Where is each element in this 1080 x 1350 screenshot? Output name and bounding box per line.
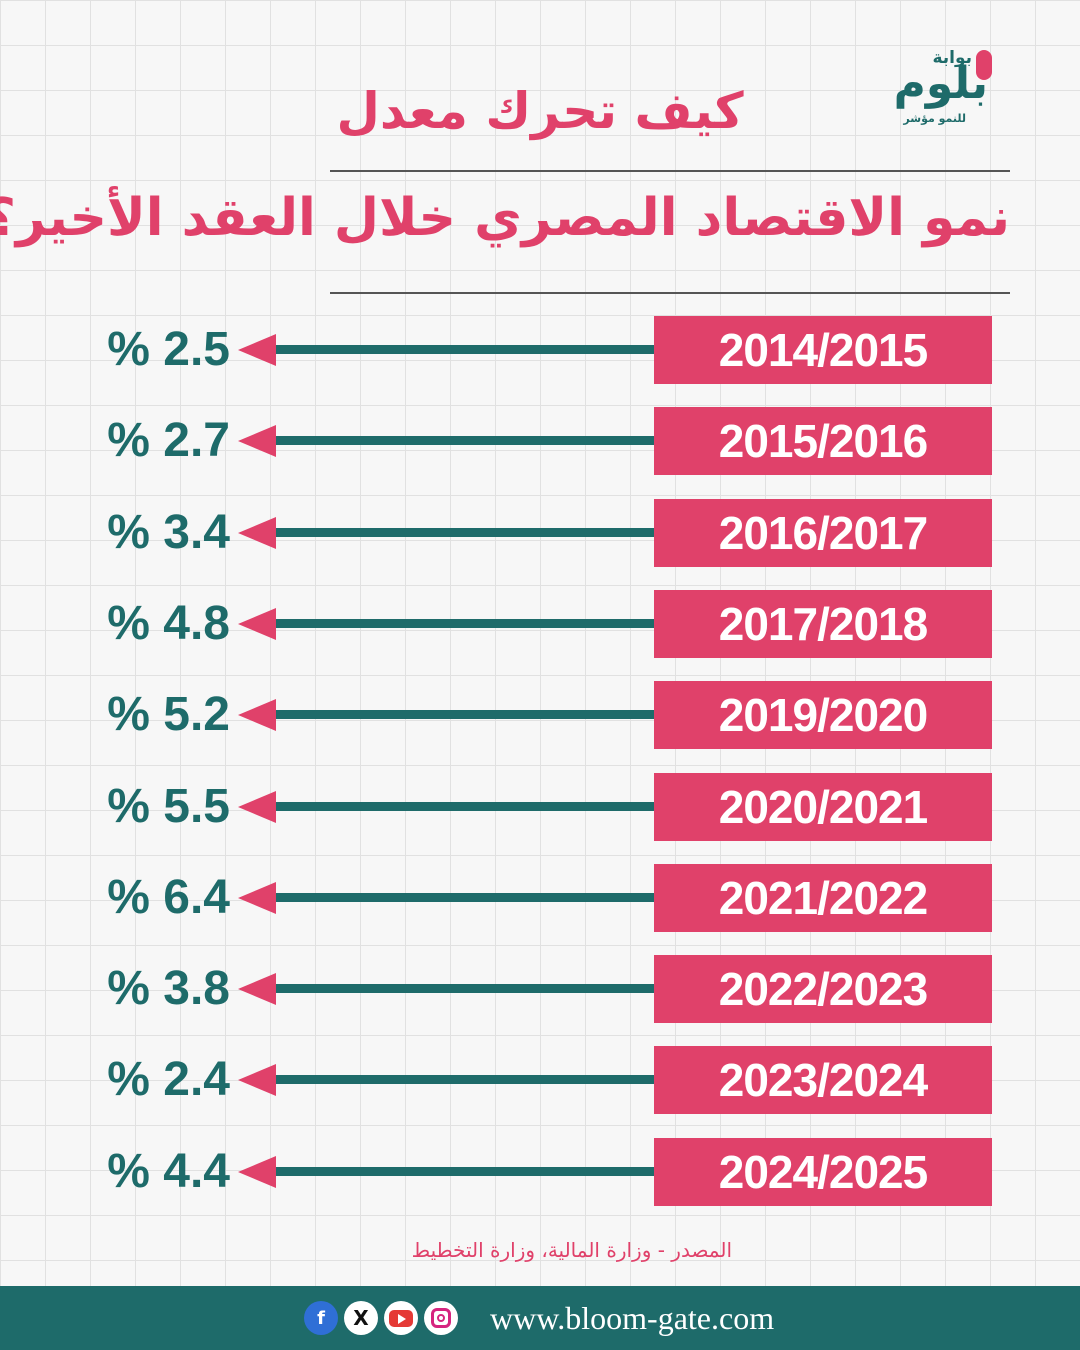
microphone-icon: [976, 50, 992, 80]
arrow-head-icon: [238, 1156, 276, 1188]
growth-rate-value: % 4.8: [107, 597, 230, 650]
logo-top-text: بوابة: [932, 48, 972, 68]
growth-row: 2014/2015 % 2.5: [0, 316, 1080, 384]
growth-row: 2021/2022 % 6.4: [0, 864, 1080, 932]
growth-rate-value: % 5.2: [107, 688, 230, 741]
growth-row: 2019/2020 % 5.2: [0, 681, 1080, 749]
arrow-shaft: [268, 802, 658, 811]
instagram-icon[interactable]: [424, 1301, 458, 1335]
growth-rate-value: % 5.5: [107, 780, 230, 833]
title-divider-bottom: [330, 292, 1010, 294]
fiscal-year-label: 2017/2018: [654, 590, 992, 658]
arrow-shaft: [268, 619, 658, 628]
arrow-head-icon: [238, 791, 276, 823]
arrow-head-icon: [238, 1064, 276, 1096]
growth-row: 2017/2018 % 4.8: [0, 590, 1080, 658]
arrow-shaft: [268, 1167, 658, 1176]
growth-rate-value: % 2.4: [107, 1053, 230, 1106]
fiscal-year-label: 2020/2021: [654, 773, 992, 841]
arrow-head-icon: [238, 608, 276, 640]
fiscal-year-label: 2014/2015: [654, 316, 992, 384]
arrow-head-icon: [238, 882, 276, 914]
logo-main-text: بلوم: [893, 58, 988, 109]
title-line-1: كيف تحرك معدل: [336, 82, 744, 140]
title-divider-top: [330, 170, 1010, 172]
arrow-head-icon: [238, 699, 276, 731]
arrow-shaft: [268, 436, 658, 445]
growth-rate-value: % 3.4: [107, 506, 230, 559]
facebook-icon[interactable]: f: [304, 1301, 338, 1335]
youtube-icon[interactable]: [384, 1301, 418, 1335]
growth-row: 2024/2025 % 4.4: [0, 1138, 1080, 1206]
arrow-shaft: [268, 528, 658, 537]
arrow-shaft: [268, 1075, 658, 1084]
arrow-head-icon: [238, 425, 276, 457]
x-icon[interactable]: X: [344, 1301, 378, 1335]
footer-bar: f X www.bloom-gate.com: [0, 1286, 1080, 1350]
growth-row: 2020/2021 % 5.5: [0, 773, 1080, 841]
growth-row: 2022/2023 % 3.8: [0, 955, 1080, 1023]
brand-logo: بوابة بلوم للنمو مؤشر: [862, 48, 992, 133]
fiscal-year-label: 2022/2023: [654, 955, 992, 1023]
arrow-head-icon: [238, 334, 276, 366]
fiscal-year-label: 2016/2017: [654, 499, 992, 567]
arrow-shaft: [268, 345, 658, 354]
arrow-head-icon: [238, 973, 276, 1005]
arrow-shaft: [268, 984, 658, 993]
growth-rate-value: % 2.7: [107, 414, 230, 467]
source-note: المصدر - وزارة المالية، وزارة التخطيط: [411, 1238, 732, 1262]
website-link[interactable]: www.bloom-gate.com: [490, 1300, 775, 1336]
fiscal-year-label: 2019/2020: [654, 681, 992, 749]
arrow-shaft: [268, 893, 658, 902]
growth-rate-value: % 3.8: [107, 962, 230, 1015]
growth-rate-value: % 4.4: [107, 1145, 230, 1198]
growth-row: 2023/2024 % 2.4: [0, 1046, 1080, 1114]
growth-rate-value: % 6.4: [107, 871, 230, 924]
arrow-head-icon: [238, 517, 276, 549]
fiscal-year-label: 2015/2016: [654, 407, 992, 475]
fiscal-year-label: 2024/2025: [654, 1138, 992, 1206]
arrow-shaft: [268, 710, 658, 719]
fiscal-year-label: 2021/2022: [654, 864, 992, 932]
fiscal-year-label: 2023/2024: [654, 1046, 992, 1114]
growth-rate-value: % 2.5: [107, 323, 230, 376]
growth-row: 2015/2016 % 2.7: [0, 407, 1080, 475]
title-line-2: نمو الاقتصاد المصري خلال العقد الأخير؟: [0, 188, 1010, 248]
growth-row: 2016/2017 % 3.4: [0, 499, 1080, 567]
logo-sub-text: للنمو مؤشر: [903, 112, 966, 125]
